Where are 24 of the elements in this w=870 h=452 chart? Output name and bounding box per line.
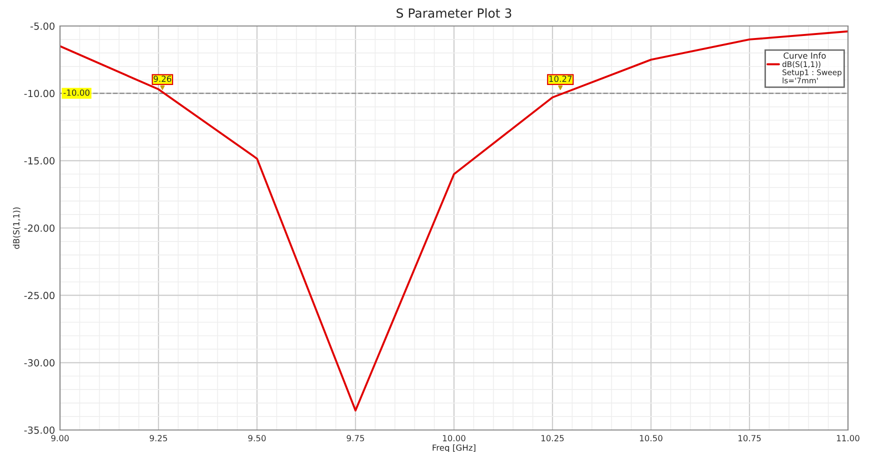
y-tick-label: -30.00 bbox=[24, 359, 54, 366]
line-series bbox=[60, 30, 848, 412]
y-tick-label: -5.00 bbox=[30, 22, 54, 30]
x-tick-label: 11.00 bbox=[836, 435, 860, 442]
x-tick-label: 9.50 bbox=[248, 435, 266, 442]
x-tick-label: 10.00 bbox=[442, 435, 466, 442]
y-tick-label: -25.00 bbox=[24, 292, 54, 300]
y-tick-label: -35.00 bbox=[24, 426, 54, 434]
ref-line-label: -10.00 bbox=[64, 89, 90, 96]
x-tick-label: 9.00 bbox=[51, 435, 69, 442]
x-tick-label: 10.50 bbox=[640, 435, 662, 442]
x-tick-label: 10.75 bbox=[738, 435, 761, 442]
y-axis-title: dB(S(1,1)) bbox=[12, 207, 20, 249]
annotation: 10.27 bbox=[549, 76, 572, 82]
chart-title: S Parameter Plot 3 bbox=[396, 8, 512, 18]
y-tick-label: -20.00 bbox=[24, 224, 54, 232]
x-axis-title: Freq [GHz] bbox=[432, 444, 476, 452]
x-tick-label: 9.25 bbox=[150, 435, 168, 442]
x-tick-label: 9.75 bbox=[346, 435, 364, 442]
annotation: 9.26 bbox=[154, 76, 172, 82]
y-tick-label: -10.00 bbox=[24, 90, 54, 98]
x-tick-label: 10.25 bbox=[541, 435, 564, 442]
y-tick-label: -15.00 bbox=[24, 157, 54, 164]
legend-title: Curve Info bbox=[784, 52, 826, 59]
